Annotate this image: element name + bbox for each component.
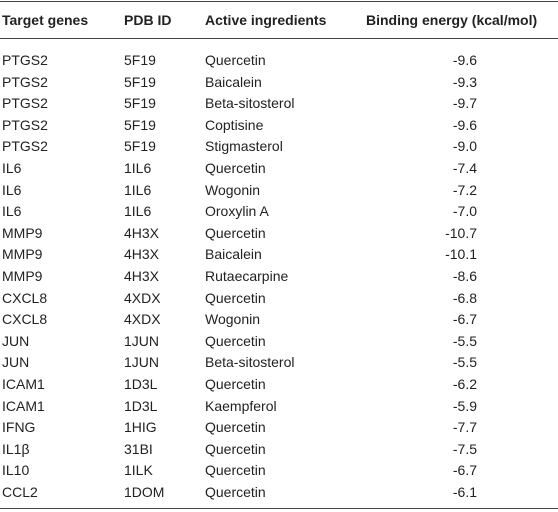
gene-cell: IL6 — [2, 203, 22, 220]
ingredient-cell: Wogonin — [205, 181, 261, 198]
gene-cell: IL6 — [2, 181, 22, 198]
pdb-cell: 1ILK — [124, 462, 153, 479]
ingredient-cell: Beta-sitosterol — [205, 354, 295, 371]
ingredient-cell: Kaempferol — [205, 397, 277, 414]
gene-cell: MMP9 — [2, 246, 43, 263]
energy-cell: -5.5 — [452, 354, 477, 371]
energy-cell: -7.0 — [452, 203, 477, 220]
ingredient-cell: Baicalein — [205, 73, 262, 90]
gene-cell: PTGS2 — [2, 73, 48, 90]
energy-cell: -5.9 — [452, 397, 477, 414]
energy-cell: -7.7 — [452, 419, 477, 436]
header-cell: Active ingredients — [205, 12, 327, 28]
energy-cell: -7.2 — [452, 181, 477, 198]
energy-cell: -10.7 — [445, 224, 477, 241]
pdb-cell: 1JUN — [124, 354, 160, 371]
energy-cell: -9.6 — [452, 116, 477, 133]
gene-cell: CXCL8 — [2, 311, 48, 328]
ingredient-cell: Rutaecarpine — [205, 268, 289, 284]
ingredient-cell: Quercetin — [205, 332, 266, 349]
gene-cell: PTGS2 — [2, 116, 48, 133]
energy-cell: -9.0 — [452, 138, 477, 155]
gene-cell: MMP9 — [2, 268, 43, 284]
gene-cell: IL6 — [2, 160, 22, 176]
energy-cell: -9.3 — [452, 73, 477, 90]
gene-cell: IL10 — [2, 462, 30, 479]
ingredient-cell: Stigmasterol — [205, 138, 283, 155]
energy-cell: -6.1 — [452, 484, 477, 500]
ingredient-cell: Quercetin — [205, 462, 266, 479]
ingredient-cell: Quercetin — [205, 376, 266, 392]
ingredient-cell: Quercetin — [205, 289, 266, 306]
pdb-cell: 1JUN — [124, 332, 160, 349]
gene-cell: IFNG — [2, 419, 36, 436]
gene-cell: ICAM1 — [2, 376, 45, 392]
pdb-cell: 5F19 — [124, 116, 156, 133]
bottom-rule — [0, 508, 558, 509]
energy-cell: -7.4 — [452, 160, 477, 176]
ingredient-cell: Quercetin — [205, 484, 266, 500]
ingredient-cell: Baicalein — [205, 246, 262, 263]
pdb-cell: 1IL6 — [124, 203, 152, 220]
top-rule — [0, 1, 558, 2]
gene-cell: JUN — [2, 354, 30, 371]
energy-cell: -9.6 — [452, 52, 477, 68]
energy-cell: -6.7 — [452, 462, 477, 479]
pdb-cell: 1HIG — [124, 419, 157, 436]
header-cell: Target genes — [2, 12, 89, 28]
pdb-cell: 1D3L — [124, 397, 158, 414]
energy-cell: -7.5 — [452, 440, 477, 457]
ingredient-cell: Quercetin — [205, 52, 266, 68]
pdb-cell: 31BI — [124, 440, 153, 457]
ingredient-cell: Wogonin — [205, 311, 261, 328]
gene-cell: IL1β — [2, 440, 30, 457]
energy-cell: -10.1 — [445, 246, 477, 263]
gene-cell: MMP9 — [2, 224, 43, 241]
pdb-cell: 4H3X — [124, 246, 160, 263]
pdb-cell: 5F19 — [124, 138, 156, 155]
gene-cell: PTGS2 — [2, 138, 48, 155]
ingredient-cell: Coptisine — [205, 116, 264, 133]
energy-cell: -6.7 — [452, 311, 477, 328]
gene-cell: PTGS2 — [2, 52, 48, 68]
pdb-cell: 4H3X — [124, 268, 160, 284]
energy-cell: -5.5 — [452, 332, 477, 349]
ingredient-cell: Quercetin — [205, 440, 266, 457]
energy-cell: -6.8 — [452, 289, 477, 306]
ingredient-cell: Beta-sitosterol — [205, 95, 295, 112]
ingredient-cell: Oroxylin A — [205, 203, 269, 220]
header-cell: Binding energy (kcal/mol) — [366, 12, 538, 28]
header-cell: PDB ID — [124, 12, 172, 28]
pdb-cell: 1IL6 — [124, 160, 152, 176]
pdb-cell: 5F19 — [124, 52, 156, 68]
gene-cell: PTGS2 — [2, 95, 48, 112]
ingredient-cell: Quercetin — [205, 160, 266, 176]
ingredient-cell: Quercetin — [205, 419, 266, 436]
energy-cell: -9.7 — [452, 95, 477, 112]
pdb-cell: 4XDX — [124, 289, 161, 306]
pdb-cell: 5F19 — [124, 73, 156, 90]
pdb-cell: 4H3X — [124, 224, 160, 241]
gene-cell: CCL2 — [2, 484, 38, 500]
pdb-cell: 1DOM — [124, 484, 165, 500]
energy-cell: -6.2 — [452, 376, 477, 392]
gene-cell: CXCL8 — [2, 289, 48, 306]
pdb-cell: 1IL6 — [124, 181, 152, 198]
ingredient-cell: Quercetin — [205, 224, 266, 241]
header-rule — [0, 38, 558, 39]
gene-cell: ICAM1 — [2, 397, 45, 414]
pdb-cell: 1D3L — [124, 376, 158, 392]
pdb-cell: 5F19 — [124, 95, 156, 112]
pdb-cell: 4XDX — [124, 311, 161, 328]
gene-cell: JUN — [2, 332, 30, 349]
energy-cell: -8.6 — [452, 268, 477, 284]
